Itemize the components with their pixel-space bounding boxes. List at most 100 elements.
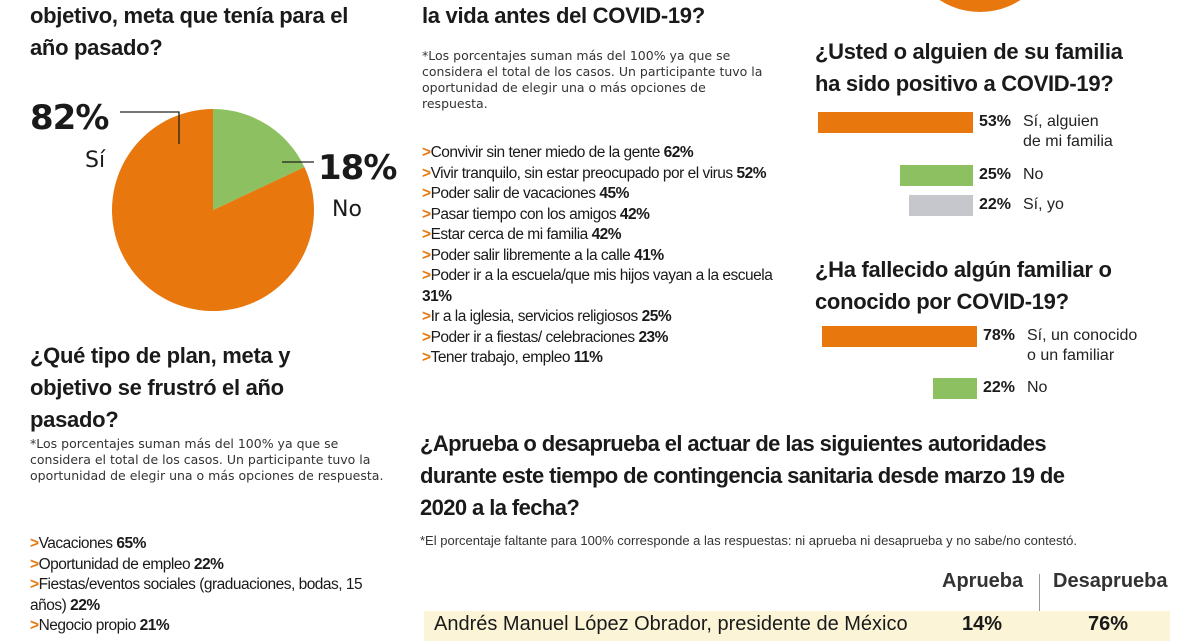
list-item: >Fiestas/eventos sociales (graduaciones,… bbox=[30, 575, 390, 616]
chevron-right-icon: > bbox=[422, 164, 431, 182]
bar-category-label: Sí, alguien de mi familia bbox=[1023, 112, 1113, 152]
header-aprueba: Aprueba bbox=[942, 570, 1024, 592]
orange-circle-decoration bbox=[905, 0, 1055, 12]
bar-category-label: No bbox=[1027, 378, 1047, 398]
item-pct: 42% bbox=[591, 226, 622, 243]
header-desaprueba: Desaprueba bbox=[1053, 570, 1168, 592]
chevron-right-icon: > bbox=[422, 308, 431, 325]
title-line: ha sido positivo a COVID-19? bbox=[815, 71, 1114, 96]
deceased-question-title: ¿Ha fallecido algún familiar o conocido … bbox=[815, 254, 1195, 318]
miss-list: >Convivir sin tener miedo de la gente 62… bbox=[422, 143, 782, 369]
title-line: ¿Qué tipo de plan, meta y bbox=[30, 343, 291, 368]
title-line: conocido por COVID-19? bbox=[815, 289, 1069, 314]
chevron-right-icon: > bbox=[30, 576, 39, 593]
list-item: >Ir a la iglesia, servicios religiosos 2… bbox=[422, 307, 782, 328]
pie-label-no: No bbox=[332, 197, 362, 222]
list-item: >Estar cerca de mi familia 42% bbox=[422, 225, 782, 246]
item-pct: 21% bbox=[139, 617, 170, 634]
item-text: Oportunidad de empleo bbox=[38, 555, 194, 573]
authority-name: Andrés Manuel López Obrador, presidente … bbox=[434, 613, 908, 635]
item-pct: 11% bbox=[573, 349, 603, 366]
bar-value-label: 25% bbox=[979, 166, 1012, 183]
chevron-right-icon: > bbox=[422, 246, 431, 264]
title-line: ¿Ha fallecido algún familiar o bbox=[815, 257, 1112, 282]
chevron-right-icon: > bbox=[422, 267, 431, 284]
chevron-right-icon: > bbox=[30, 555, 39, 573]
pie-slice-no bbox=[213, 109, 305, 210]
item-pct: 25% bbox=[641, 308, 672, 325]
positive-question-title: ¿Usted o alguien de su familia ha sido p… bbox=[815, 36, 1195, 100]
list-item: >Vacaciones 65% bbox=[30, 534, 390, 555]
list-item: >Poder ir a la escuela/que mis hijos vay… bbox=[422, 266, 782, 307]
bar-category-label: Sí, yo bbox=[1023, 195, 1064, 215]
item-pct: 31% bbox=[422, 287, 452, 305]
bar bbox=[818, 112, 973, 133]
item-text: Pasar tiempo con los amigos bbox=[430, 205, 620, 223]
list-item: >Poder ir a fiestas/ celebraciones 23% bbox=[422, 328, 782, 349]
approve-note: *El porcentaje faltante para 100% corres… bbox=[420, 533, 1077, 548]
leader-line-si bbox=[120, 111, 180, 144]
list-item: >Pasar tiempo con los amigos 42% bbox=[422, 205, 782, 226]
title-line: durante este tiempo de contingencia sani… bbox=[420, 463, 1065, 488]
item-text: Vacaciones bbox=[38, 535, 117, 552]
item-text: Negocio propio bbox=[38, 617, 140, 634]
list-item: >Poder salir de vacaciones 45% bbox=[422, 184, 782, 205]
item-pct: 45% bbox=[599, 185, 629, 202]
approve-question-title: ¿Aprueba o desaprueba el actuar de las s… bbox=[420, 428, 1200, 524]
title-line: ¿Usted o alguien de su familia bbox=[815, 39, 1123, 64]
item-text: Poder salir de vacaciones bbox=[430, 185, 600, 202]
bar bbox=[900, 165, 973, 186]
item-text: Poder ir a fiestas/ celebraciones bbox=[430, 328, 639, 346]
label-line: No bbox=[1023, 166, 1044, 183]
chevron-right-icon: > bbox=[422, 144, 431, 161]
title-line: ¿Aprueba o desaprueba el actuar de las s… bbox=[420, 431, 1047, 456]
list-item: >Oportunidad de empleo 22% bbox=[30, 555, 390, 576]
frustrated-question-title: ¿Qué tipo de plan, meta y objetivo se fr… bbox=[30, 340, 390, 436]
table-row: Andrés Manuel López Obrador, presidente … bbox=[424, 611, 1170, 641]
item-text: Vivir tranquilo, sin estar preocupado po… bbox=[430, 164, 737, 182]
bar-category-label: Sí, un conocido o un familiar bbox=[1027, 326, 1137, 366]
title-line: objetivo, meta que tenía para el bbox=[30, 3, 349, 28]
list-item: >Vivir tranquilo, sin estar preocupado p… bbox=[422, 164, 782, 185]
goal-question-title: objetivo, meta que tenía para el año pas… bbox=[30, 0, 410, 64]
goal-pie-chart bbox=[111, 109, 314, 311]
chevron-right-icon: > bbox=[422, 185, 431, 202]
item-pct: 41% bbox=[634, 246, 664, 264]
item-text: Poder salir libremente a la calle bbox=[430, 246, 635, 264]
item-pct: 65% bbox=[116, 535, 146, 552]
title-line: 2020 a la fecha? bbox=[420, 495, 580, 520]
item-text: Tener trabajo, empleo bbox=[430, 349, 574, 366]
miss-question-title: la vida antes del COVID-19? bbox=[422, 0, 802, 32]
chevron-right-icon: > bbox=[30, 535, 39, 552]
bar bbox=[908, 195, 973, 216]
item-pct: 22% bbox=[193, 555, 224, 573]
column-divider bbox=[1039, 574, 1040, 630]
item-text: Fiestas/eventos sociales (graduaciones, … bbox=[30, 576, 363, 614]
label-line: Sí, yo bbox=[1023, 196, 1064, 213]
pie-label-si-pct: 82% bbox=[30, 98, 109, 138]
label-line: Sí, alguien bbox=[1023, 113, 1099, 130]
bar-value-label: 78% bbox=[983, 327, 1016, 344]
miss-note: *Los porcentajes suman más del 100% ya q… bbox=[422, 48, 763, 111]
item-text: Estar cerca de mi familia bbox=[430, 226, 592, 243]
chevron-right-icon: > bbox=[422, 226, 431, 243]
item-text: Ir a la iglesia, servicios religiosos bbox=[430, 308, 642, 325]
chevron-right-icon: > bbox=[422, 205, 431, 223]
pie-label-si: Sí bbox=[85, 148, 106, 173]
label-line: No bbox=[1027, 379, 1048, 396]
item-pct: 23% bbox=[638, 328, 668, 346]
title-line: año pasado? bbox=[30, 35, 163, 60]
list-item: >Tener trabajo, empleo 11% bbox=[422, 348, 782, 369]
item-pct: 62% bbox=[663, 144, 694, 161]
list-item: >Negocio propio 21% bbox=[30, 616, 390, 637]
label-line: Sí, un conocido bbox=[1027, 327, 1138, 344]
bar-value-label: 53% bbox=[979, 113, 1012, 130]
title-line: la vida antes del COVID-19? bbox=[422, 3, 705, 28]
item-text: Convivir sin tener miedo de la gente bbox=[430, 144, 664, 161]
chevron-right-icon: > bbox=[30, 617, 39, 634]
item-pct: 22% bbox=[70, 596, 100, 614]
list-item: >Convivir sin tener miedo de la gente 62… bbox=[422, 143, 782, 164]
bar bbox=[821, 326, 977, 347]
chevron-right-icon: > bbox=[422, 349, 431, 366]
bar-value-label: 22% bbox=[983, 379, 1016, 396]
